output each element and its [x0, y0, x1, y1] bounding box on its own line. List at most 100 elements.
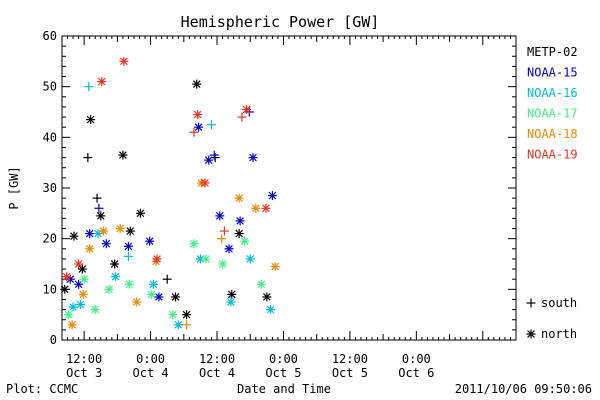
data-point-metp-02	[118, 150, 128, 160]
data-point-noaa-15	[94, 203, 104, 213]
legend-entry: NOAA-15	[527, 66, 578, 80]
hemisphere-legend: south north	[526, 296, 577, 341]
data-point-noaa-17	[104, 284, 114, 294]
x-tick-date-label: Oct 6	[398, 366, 434, 380]
y-tick-label: 60	[43, 29, 57, 43]
data-point-metp-02	[69, 231, 79, 241]
data-point-noaa-18	[270, 262, 280, 272]
legend: METP-02 NOAA-15 NOAA-16 NOAA-17 NOAA-18 NOAA-…	[527, 45, 578, 162]
data-point-metp-02	[234, 229, 244, 239]
x-tick-time-label: 12:00	[66, 352, 102, 366]
data-point-noaa-16	[245, 254, 255, 264]
legend-marker-plus	[526, 298, 536, 308]
data-points	[60, 56, 280, 330]
y-tick-label: 20	[43, 232, 57, 246]
data-point-metp-02	[182, 310, 192, 320]
data-point-metp-02	[162, 274, 172, 284]
legend-entry: NOAA-17	[527, 107, 578, 121]
data-point-noaa-19	[97, 77, 107, 87]
y-axis-label: P [GW]	[7, 166, 21, 209]
data-point-noaa-16	[68, 302, 78, 312]
data-point-noaa-18	[115, 224, 125, 234]
data-point-noaa-18	[78, 289, 88, 299]
data-point-metp-02	[171, 292, 180, 302]
data-point-noaa-17	[240, 236, 250, 246]
data-point-metp-02	[110, 259, 120, 269]
x-tick-time-label: 0:00	[269, 352, 298, 366]
x-axis-label: Date and Time	[237, 382, 331, 396]
data-point-noaa-16	[148, 279, 158, 289]
legend-entry: NOAA-19	[527, 148, 578, 162]
data-point-metp-02	[262, 292, 272, 302]
data-point-metp-02	[135, 208, 145, 218]
data-point-noaa-16	[111, 272, 121, 282]
data-point-noaa-17	[168, 310, 178, 320]
legend-marker-star	[526, 329, 536, 339]
data-point-noaa-17	[201, 254, 211, 264]
data-point-metp-02	[92, 193, 102, 203]
data-point-noaa-16	[173, 320, 183, 330]
x-tick-date-label: Oct 4	[133, 366, 169, 380]
x-tick-time-label: 12:00	[199, 352, 235, 366]
legend-entry: NOAA-16	[527, 86, 578, 100]
data-point-noaa-17	[124, 279, 134, 289]
data-point-noaa-15	[194, 122, 204, 132]
data-point-noaa-15	[154, 292, 164, 302]
data-point-noaa-17	[147, 289, 157, 299]
data-point-noaa-19	[193, 110, 203, 120]
x-tick-date-label: Oct 5	[332, 366, 368, 380]
data-point-noaa-15	[209, 150, 219, 160]
chart-title: Hemispheric Power [GW]	[181, 13, 380, 31]
data-point-noaa-18	[234, 193, 244, 203]
data-point-noaa-17	[79, 274, 89, 284]
data-point-noaa-15	[101, 239, 111, 249]
data-point-noaa-19	[74, 259, 84, 269]
data-point-noaa-15	[235, 216, 245, 226]
x-tick-time-label: 12:00	[332, 352, 368, 366]
data-point-noaa-17	[218, 259, 228, 269]
data-point-noaa-19	[219, 226, 229, 236]
data-point-noaa-19	[261, 203, 271, 213]
x-tick-date-label: Oct 5	[265, 366, 301, 380]
data-point-metp-02	[60, 284, 70, 294]
data-point-noaa-15	[85, 229, 95, 239]
data-point-noaa-16	[226, 297, 236, 307]
data-point-metp-02	[192, 79, 202, 89]
data-point-noaa-15	[215, 211, 225, 221]
legend-entry: METP-02	[527, 45, 578, 59]
data-point-noaa-15	[267, 191, 277, 201]
data-point-metp-02	[77, 264, 87, 274]
y-tick-label: 50	[43, 80, 57, 94]
data-point-noaa-15	[248, 153, 258, 163]
data-point-noaa-19	[62, 272, 72, 282]
data-point-metp-02	[86, 115, 96, 125]
legend-entry: NOAA-18	[527, 127, 578, 141]
data-point-noaa-18	[251, 203, 261, 213]
data-point-noaa-19	[152, 254, 162, 264]
data-point-noaa-19	[242, 104, 252, 114]
y-tick-label: 0	[50, 333, 57, 347]
footer-right: 2011/10/06 09:50:06	[455, 382, 592, 396]
data-point-noaa-18	[182, 320, 192, 330]
data-point-noaa-15	[145, 236, 155, 246]
data-point-noaa-19	[237, 112, 247, 122]
x-tick-date-label: Oct 3	[66, 366, 102, 380]
data-point-noaa-16	[75, 300, 85, 310]
data-point-noaa-15	[204, 155, 214, 165]
data-point-noaa-19	[200, 178, 210, 188]
data-point-noaa-16	[266, 305, 276, 315]
data-point-noaa-16	[206, 120, 216, 130]
data-point-noaa-18	[217, 234, 227, 244]
legend-marker-label: south	[541, 296, 577, 310]
data-point-metp-02	[83, 153, 93, 163]
data-point-noaa-18	[99, 226, 109, 236]
data-point-noaa-18	[67, 320, 77, 330]
data-point-noaa-15	[224, 244, 234, 254]
data-point-metp-02	[125, 226, 135, 236]
plot-frame	[61, 35, 517, 341]
data-point-noaa-17	[256, 279, 266, 289]
footer-left: Plot: CCMC	[6, 382, 78, 396]
data-point-noaa-19	[119, 56, 129, 66]
